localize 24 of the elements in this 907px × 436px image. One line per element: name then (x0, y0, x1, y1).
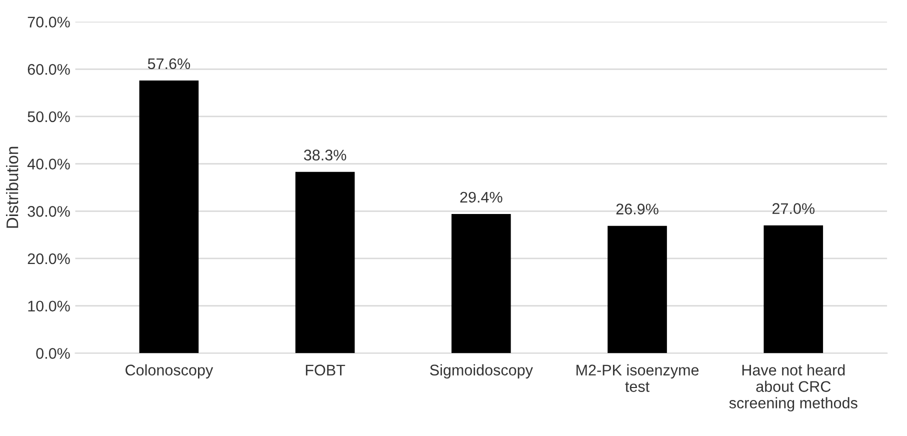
y-tick-label: 50.0% (28, 111, 70, 122)
bar (139, 80, 199, 354)
bar (295, 172, 355, 354)
data-label: 38.3% (304, 150, 346, 161)
bar (452, 214, 511, 354)
y-tick-label: 70.0% (28, 16, 70, 28)
y-axis-title: Distribution (6, 146, 18, 228)
x-tick-label: Sigmoidoscopy (430, 364, 533, 379)
data-label: 29.4% (460, 192, 502, 203)
y-tick-label: 60.0% (28, 64, 70, 75)
y-tick-label: 0.0% (36, 348, 70, 359)
y-tick-label: 40.0% (27, 158, 70, 170)
bar (764, 225, 824, 354)
y-tick-label: 10.0% (28, 300, 70, 312)
data-label: 27.0% (772, 203, 814, 214)
x-tick-label: M2-PK isoenzyme test (576, 364, 699, 392)
x-tick-label: FOBT (306, 364, 346, 376)
data-label: 26.9% (616, 204, 658, 214)
x-tick-label: Colonoscopy (126, 364, 214, 379)
y-tick-label: 30.0% (28, 206, 70, 217)
y-tick-label: 20.0% (28, 253, 70, 264)
bar (608, 226, 667, 354)
x-tick-label: Have not heard about CRC screening methods (729, 364, 858, 412)
data-label: 57.6% (148, 58, 190, 70)
